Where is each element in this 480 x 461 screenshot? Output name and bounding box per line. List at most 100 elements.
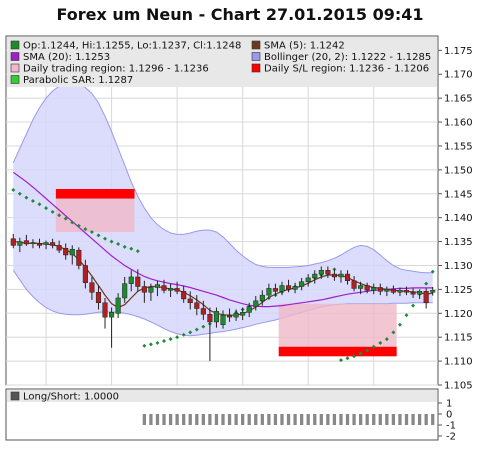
candle-body xyxy=(377,287,383,292)
long-short-bar xyxy=(306,414,310,425)
candle-body xyxy=(272,288,278,292)
long-short-bar xyxy=(280,414,284,425)
long-short-bar xyxy=(162,414,166,425)
main-price-panel: 1.105 1.110 1.115 1.120 1.125 1.130 1.135 1.140… xyxy=(5,35,473,392)
candle-body xyxy=(43,242,49,245)
long-short-bar xyxy=(339,414,343,425)
candle-body xyxy=(122,283,128,299)
price-tick-label: 1.120 xyxy=(444,309,473,320)
candle-body xyxy=(423,291,429,304)
long-short-bar xyxy=(208,414,212,425)
candle-body xyxy=(95,292,102,304)
candle-body xyxy=(338,273,344,278)
sar-dot xyxy=(411,303,416,308)
candle-body xyxy=(240,312,246,316)
candle-body xyxy=(23,240,29,245)
price-tick-label: 1.130 xyxy=(444,261,473,272)
long-short-bar xyxy=(273,414,278,425)
candle-body xyxy=(371,287,377,291)
candle-body xyxy=(318,270,324,275)
candle-body xyxy=(233,313,239,318)
candle-body xyxy=(220,314,226,326)
candle-body xyxy=(331,273,337,278)
long-short-tick-label: -1 xyxy=(446,421,456,432)
daily-sl-region xyxy=(278,346,397,357)
long-short-bar xyxy=(378,414,382,425)
long-short-bar xyxy=(293,414,297,425)
candle-body xyxy=(266,288,272,296)
long-short-bar xyxy=(227,414,232,425)
long-short-bar xyxy=(326,414,330,425)
sar-dot xyxy=(109,239,114,244)
long-short-bar xyxy=(182,414,186,425)
long-short-bar xyxy=(155,414,160,425)
long-short-bar xyxy=(142,414,146,425)
candle-body xyxy=(305,277,311,282)
sar-dot xyxy=(168,337,173,342)
price-tick-label: 1.150 xyxy=(444,165,473,176)
candle-body xyxy=(10,238,16,246)
long-short-bar xyxy=(300,414,304,425)
sar-dot xyxy=(76,223,81,228)
candle-body xyxy=(174,288,180,292)
legend-swatch xyxy=(251,63,261,73)
candle-body xyxy=(417,291,423,295)
price-tick-label: 1.145 xyxy=(444,189,473,200)
candle-body xyxy=(76,249,82,266)
candle-body xyxy=(63,248,69,256)
candle-body xyxy=(364,285,370,291)
price-tick-label: 1.175 xyxy=(444,46,473,57)
legend-label: Bollinger (20, 2): 1.1222 - 1.1285 xyxy=(264,52,431,63)
candle-body xyxy=(403,290,410,293)
long-short-tick-label: 0 xyxy=(446,410,452,421)
candle-body xyxy=(181,291,187,300)
candle-body xyxy=(325,270,331,275)
candle-body xyxy=(246,306,252,313)
legend-label: Parabolic SAR: 1.1287 xyxy=(23,75,133,86)
candle-body xyxy=(227,314,233,318)
daily-sl-region xyxy=(55,188,135,199)
sar-dot xyxy=(338,358,343,363)
candle-body xyxy=(213,311,219,323)
long-short-bar xyxy=(201,414,205,425)
candle-body xyxy=(36,243,43,246)
sar-dot xyxy=(70,220,75,225)
candle-body xyxy=(109,312,115,318)
long-short-bar xyxy=(149,414,153,425)
sar-dot xyxy=(155,340,160,345)
sar-dot xyxy=(201,324,206,329)
sar-dot xyxy=(122,244,127,249)
candle-body xyxy=(89,282,95,293)
legend-swatch xyxy=(10,63,20,73)
legend-swatch xyxy=(251,52,261,61)
candle-body xyxy=(279,285,285,292)
candle-body xyxy=(292,286,298,290)
long-short-bar xyxy=(424,414,428,425)
candle-body xyxy=(410,292,416,295)
long-short-panel: Long/Short: 1.0000 10-1-2 xyxy=(5,388,456,443)
sma20-line xyxy=(12,171,433,308)
legend-label: Op:1.1244, Hi:1.1255, Lo:1.1237, Cl:1.12… xyxy=(23,41,241,52)
long-short-bar xyxy=(234,414,238,425)
sar-dot xyxy=(83,227,88,232)
long-short-bar xyxy=(391,414,396,425)
candle-body xyxy=(344,273,351,282)
bollinger-lower-line xyxy=(12,270,433,337)
legend-swatch xyxy=(10,52,20,61)
sar-dot xyxy=(404,313,409,318)
long-short-bar xyxy=(254,414,258,425)
long-short-bar xyxy=(398,414,402,425)
sar-dot xyxy=(63,216,68,221)
candle-body xyxy=(148,287,154,293)
long-short-bar xyxy=(313,414,317,425)
price-tick-label: 1.140 xyxy=(444,213,473,224)
long-short-bar xyxy=(417,414,422,425)
candle-body xyxy=(397,290,403,293)
long-short-bar xyxy=(214,414,219,425)
long-short-bar xyxy=(431,414,435,425)
long-short-bar xyxy=(260,414,264,425)
price-tick-label: 1.110 xyxy=(444,357,473,368)
candle-body xyxy=(50,242,56,246)
candle-body xyxy=(102,302,108,318)
long-short-bar xyxy=(404,414,409,425)
